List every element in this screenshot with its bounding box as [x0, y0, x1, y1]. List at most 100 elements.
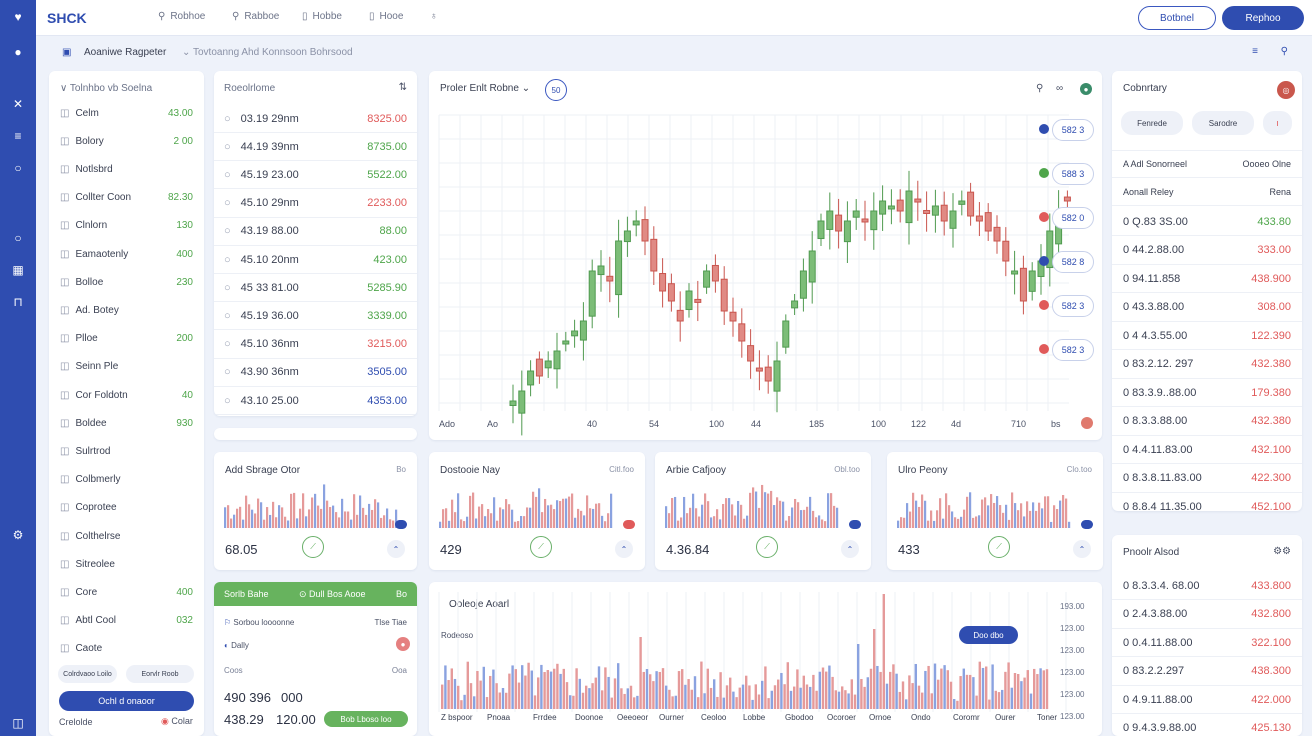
sidebar-item[interactable]: ◫ Eamaotenly 400 — [49, 240, 204, 268]
tools-icon[interactable]: ✕ — [12, 97, 24, 111]
sidebar-item[interactable]: ◫ Clnlorn 130 — [49, 212, 204, 240]
right-list-row[interactable]: 0 4.9.11.88.00 422.000 — [1112, 686, 1302, 714]
link-icon[interactable]: ∞ — [1056, 83, 1064, 94]
right-list-row[interactable]: 0 83.3.9..88.00 179.380 — [1112, 379, 1302, 407]
chevron-up-icon[interactable]: ⌃ — [1073, 540, 1091, 558]
order-row[interactable]: ○ 45.10 29nm 2233.00 — [214, 190, 417, 218]
price-tag[interactable]: 582 3 — [1052, 119, 1094, 141]
order-row[interactable]: ○ 44.19 39nm 8735.00 — [214, 133, 417, 162]
order-row[interactable]: ○ 43.90 36nm 3505.00 — [214, 359, 417, 387]
right-list-row[interactable]: 0 8.3.3.88.00 432.380 — [1112, 408, 1302, 436]
order-row[interactable]: ○ 45 33 81.00 5285.90 — [214, 274, 417, 303]
right-button-1[interactable]: Sarodre — [1192, 111, 1254, 135]
volume-tab[interactable]: Ourer — [995, 713, 1016, 722]
nav-item-0[interactable]: ⚲ Robhoe — [158, 11, 206, 22]
right-list-row[interactable]: 0 4 4.3.55.00 122.390 — [1112, 322, 1302, 350]
trend-icon[interactable]: ⟋ — [988, 536, 1010, 558]
sidebar-action-button[interactable]: Ochl d onaoor — [59, 691, 194, 711]
volume-bubble[interactable]: Doo dbo — [959, 626, 1018, 644]
right-list-row[interactable]: 0 2.4.3.88.00 432.800 — [1112, 601, 1302, 629]
sidebar-item[interactable]: ◫ Notlsbrd — [49, 155, 204, 183]
volume-tab[interactable]: Gbodoo — [785, 713, 814, 722]
right-list-row[interactable]: 0 8.3.3.4. 68.00 433.800 — [1112, 572, 1302, 600]
logo-icon[interactable]: ♥ — [14, 10, 22, 24]
sidebar-item[interactable]: ◫ Colthelrse — [49, 522, 204, 550]
sidebar-item[interactable]: ◫ Coprotee — [49, 494, 204, 522]
sidebar-item[interactable]: ◫ Ad. Botey — [49, 296, 204, 324]
trend-icon[interactable]: ⟋ — [756, 536, 778, 558]
nav-item-1[interactable]: ⚲ Rabboe — [232, 11, 280, 22]
volume-tab[interactable]: Ceoloo — [701, 713, 727, 722]
search-icon[interactable]: ⚲ — [1280, 46, 1288, 57]
chart-badge[interactable]: 50 — [545, 79, 567, 101]
sidebar-pill-1[interactable]: Eorvlr Roob — [126, 665, 194, 683]
volume-tab[interactable]: Doonoe — [575, 713, 604, 722]
list-icon[interactable]: ≡ — [14, 129, 22, 143]
trend-icon[interactable]: ⟋ — [302, 536, 324, 558]
sidebar-item[interactable]: ◫ Celm 43.00 — [49, 99, 204, 127]
right-list-row[interactable]: 0 44.2.88.00 333.00 — [1112, 237, 1302, 265]
notification-icon[interactable]: ♁ — [430, 11, 438, 22]
sidebar-item[interactable]: ◫ Collter Coon 82.30 — [49, 184, 204, 212]
right-list-row[interactable]: 0 43.3.88.00 308.00 — [1112, 294, 1302, 322]
primary-button[interactable]: Rephoo — [1222, 6, 1304, 30]
nav-item-2[interactable]: ▯ Hobbe — [302, 11, 342, 22]
chart-title[interactable]: Proler Enlt Robne ⌄ — [440, 83, 531, 94]
sidebar-item[interactable]: ◫ Seinn Ple — [49, 353, 204, 381]
right-list-row[interactable]: 0 Q.83 3S.00 433.80 — [1112, 208, 1302, 236]
volume-tab[interactable]: Lobbe — [743, 713, 766, 722]
price-tag[interactable]: 582 3 — [1052, 295, 1094, 317]
globe-icon[interactable]: ● — [1080, 83, 1092, 95]
sidebar-item[interactable]: ◫ Cor Foldotn 40 — [49, 381, 204, 409]
sidebar-item[interactable]: ◫ Core 400 — [49, 578, 204, 606]
volume-tab[interactable]: Ocoroer — [827, 713, 856, 722]
trend-icon[interactable]: ⟋ — [530, 536, 552, 558]
volume-tab[interactable]: Ornoe — [869, 713, 892, 722]
right-list-row[interactable]: 0 8.8.4 11.35.00 452.100 — [1112, 493, 1302, 512]
chevron-down-icon[interactable]: ⌄ — [182, 47, 191, 58]
volume-tab[interactable]: Coromr — [953, 713, 980, 722]
order-row[interactable]: ○ 03.19 29nm 8325.00 — [214, 105, 417, 133]
zoom-icon[interactable]: ⚲ — [1036, 83, 1044, 94]
price-tag[interactable]: 582 8 — [1052, 251, 1094, 273]
sidebar-item[interactable]: ◫ Bolory 2 00 — [49, 127, 204, 155]
volume-tab[interactable]: Toner — [1037, 713, 1058, 722]
sidebar-item[interactable]: ◫ Sulrtrod — [49, 437, 204, 465]
trade-pill[interactable]: Bob Lboso loo — [324, 711, 408, 727]
chart-icon[interactable]: ⊓ — [13, 295, 23, 309]
volume-tab[interactable]: Oeeoeor — [617, 713, 649, 722]
settings-icon[interactable]: ⚙⚙ — [1273, 546, 1291, 557]
sidebar-footer-right[interactable]: ◉ Colar — [161, 716, 193, 726]
nav-item-3[interactable]: ▯ Hooe — [369, 11, 404, 22]
sidebar-item[interactable]: ◫ Caote — [49, 635, 204, 663]
avatar[interactable]: ◎ — [1277, 81, 1295, 99]
sidebar-item[interactable]: ◫ Boldee 930 — [49, 409, 204, 437]
right-list-row[interactable]: 0 94.11.858 438.900 — [1112, 265, 1302, 293]
price-tag[interactable]: 588 3 — [1052, 163, 1094, 185]
mini-card[interactable]: Add Sbrage Otor Bo 68.05 ⟋ ⌃ — [214, 452, 417, 570]
volume-tab[interactable]: Frrdee — [533, 713, 557, 722]
grid-icon[interactable]: ▦ — [12, 263, 24, 277]
right-list-row[interactable]: 0 83.2.2.297 438.300 — [1112, 658, 1302, 686]
price-tag[interactable]: 582 3 — [1052, 339, 1094, 361]
right-close-button[interactable]: ı — [1263, 111, 1292, 135]
mini-card[interactable]: Arbie Cafjooy Obl.too 4.36.84 ⟋ ⌃ — [655, 452, 871, 570]
clock-icon[interactable]: ○ — [14, 231, 22, 245]
order-row[interactable]: ○ 45.19 23.00 5522.00 — [214, 161, 417, 190]
right-list-row[interactable]: 0 4.4.11.83.00 432.100 — [1112, 436, 1302, 464]
settings-icon[interactable]: ⚙ — [12, 528, 24, 542]
right-button-0[interactable]: Fenrede — [1121, 111, 1183, 135]
chevron-up-icon[interactable]: ⌃ — [615, 540, 633, 558]
price-tag[interactable]: 582 0 — [1052, 207, 1094, 229]
mini-card[interactable]: Ulro Peony Clo.too 433 ⟋ ⌃ — [887, 452, 1103, 570]
circle-icon[interactable]: ○ — [14, 161, 22, 175]
order-row[interactable]: ○ 45.10 36nm 3215.00 — [214, 331, 417, 359]
volume-tab[interactable]: Z bspoor — [441, 713, 473, 722]
order-row[interactable]: ○ 45.10 20nm 423.00 — [214, 246, 417, 274]
reset-icon[interactable] — [1081, 417, 1093, 429]
mini-card[interactable]: Dostooie Nay Citl.foo 429 ⟋ ⌃ — [429, 452, 645, 570]
order-row[interactable]: ○ 43.19 88.00 88.00 — [214, 218, 417, 246]
volume-tab[interactable]: Ondo — [911, 713, 931, 722]
sidebar-item[interactable]: ◫ Sitreolee — [49, 550, 204, 578]
volume-tab[interactable]: Ourner — [659, 713, 684, 722]
